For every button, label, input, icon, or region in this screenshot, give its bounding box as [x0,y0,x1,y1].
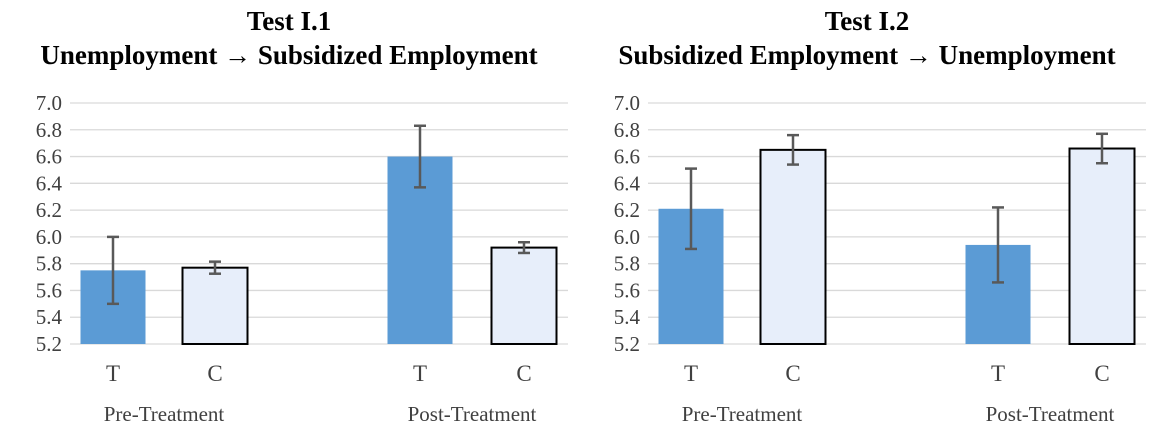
y-tick-label: 5.4 [36,305,63,329]
y-tick-label: 5.8 [36,252,62,276]
y-tick-label: 5.6 [614,278,640,302]
chart-plot-2: 5.2 5.4 5.65.8 6.0 6.2 6.46.6 6.8 7.0 T C Pre-Trea… [614,91,1146,423]
group-label: Pre-Treatment [104,402,225,423]
y-tick-label: 6.0 [614,225,640,249]
chart-subtitle: Subsidized Employment → Unemployment [618,40,1116,70]
category-label: C [785,361,800,386]
y-tick-label: 6.2 [36,198,62,222]
chart-panel-1: Test I.1 Unemployment → Subsidized Emplo… [36,6,568,423]
chart-plot-1: 5.2 5.4 5.65.8 6.0 6.2 6.46.6 6.8 7.0 T C Pre-Trea… [36,91,568,423]
category-label: C [516,361,531,386]
y-tick-label: 5.4 [614,305,641,329]
y-tick-label: 6.6 [36,145,62,169]
category-label: T [106,361,120,386]
group-label: Post-Treatment [986,402,1115,423]
category-label: T [991,361,1005,386]
bar-control [759,148,827,345]
bar-control [490,246,558,346]
y-tick-label: 5.2 [614,332,640,356]
y-tick-label: 6.2 [614,198,640,222]
y-tick-label: 5.6 [36,278,62,302]
chart-title: Test I.1 [246,6,332,36]
bar-control [1068,147,1136,345]
y-tick-label: 6.0 [36,225,62,249]
y-tick-label: 7.0 [614,91,640,115]
bar-control [181,266,249,345]
chart-panel-2: Test I.2 Subsidized Employment → Unemplo… [578,0,1156,423]
y-tick-label: 7.0 [36,91,62,115]
group-label: Pre-Treatment [682,402,803,423]
category-label: C [207,361,222,386]
y-tick-label: 6.6 [614,145,640,169]
y-tick-label: 5.2 [36,332,62,356]
y-tick-label: 6.4 [614,171,641,195]
y-tick-label: 6.8 [36,118,62,142]
y-tick-label: 5.8 [614,252,640,276]
chart-subtitle: Unemployment → Subsidized Employment [40,40,538,70]
category-label: C [1094,361,1109,386]
category-label: T [413,361,427,386]
y-tick-label: 6.8 [614,118,640,142]
category-label: T [684,361,698,386]
chart-title: Test I.2 [824,6,910,36]
y-tick-label: 6.4 [36,171,63,195]
group-label: Post-Treatment [408,402,537,423]
